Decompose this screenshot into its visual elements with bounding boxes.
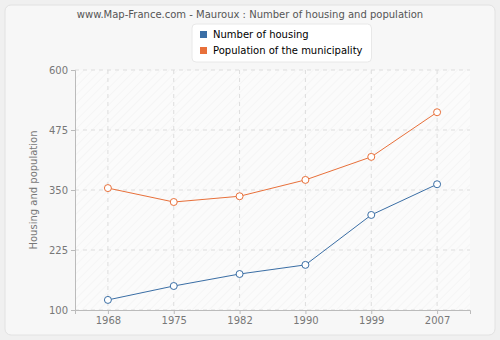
marker [302,261,309,268]
title: www.Map-France.com - Mauroux : Number of… [77,9,423,20]
tick: 100 [49,305,75,316]
tick-mark [71,70,75,71]
grid-line [371,70,372,310]
marker [104,185,111,192]
tick-label: 100 [49,305,68,316]
grid-line [437,70,438,310]
tick-label: 1990 [293,315,318,326]
x-axis: 1968 1975 1982 1990 1999 2007 [76,310,471,326]
plot: 100 225 350 475 600 1968 1975 1982 1990 1999 2007 [49,65,471,326]
tick-label: 1982 [227,315,252,326]
tick-label: 1968 [96,315,121,326]
legend-box [192,24,371,62]
tick-label: 2007 [425,315,450,326]
tick-mark [71,250,75,251]
legend-label: Population of the municipality [213,45,363,56]
legend-swatch [200,31,207,38]
tick-label: 475 [49,125,68,136]
tick-mark [71,130,75,131]
axis-title: Housing and population [28,130,39,249]
tick-label: 1999 [359,315,384,326]
grid-line [305,70,306,310]
chart: 100 225 350 475 600 1968 1975 1982 1990 1999 2007 w… [0,0,500,340]
tick: 1999 [359,310,384,326]
marker [170,283,177,290]
tick-mark [108,310,109,314]
tick-mark [240,310,241,314]
tick-mark [437,310,438,314]
legend-swatch [200,47,207,54]
background [0,0,500,340]
marker [104,296,111,303]
y-axis: 100 225 350 475 600 [49,65,76,316]
tick-mark [371,310,372,314]
tick-mark [71,190,75,191]
marker [170,199,177,206]
grid-line [75,70,470,71]
legend: Number of housing Population of the munic… [192,24,371,62]
tick-label: 350 [49,185,68,196]
marker [434,181,441,188]
tick-mark [305,310,306,314]
axis-line [76,311,471,315]
tick: 600 [49,65,75,76]
tick-mark [174,310,175,314]
tick: 1982 [227,310,252,326]
grid [75,70,470,310]
series-group [104,109,440,304]
tick-mark [71,310,75,311]
grid-line [173,70,174,310]
marker [302,176,309,183]
tick: 2007 [425,310,450,326]
marker [434,109,441,116]
series-line [108,112,437,202]
legend-label: Number of housing [213,29,309,40]
tick: 1975 [162,310,187,326]
tick: 350 [49,185,75,196]
plot-area [75,70,470,310]
tick-label: 225 [49,245,68,256]
grid-line [75,190,470,191]
panel [5,5,495,335]
axis-line [71,71,76,311]
tick-label: 600 [49,65,68,76]
tick-label: 1975 [162,315,187,326]
tick: 1968 [96,310,121,326]
tick: 225 [49,245,75,256]
tick: 475 [49,125,75,136]
marker [236,193,243,200]
marker [368,153,375,160]
series-line [108,184,437,300]
tick: 1990 [293,310,318,326]
grid-line [75,250,470,251]
marker [368,211,375,218]
marker [236,271,243,278]
